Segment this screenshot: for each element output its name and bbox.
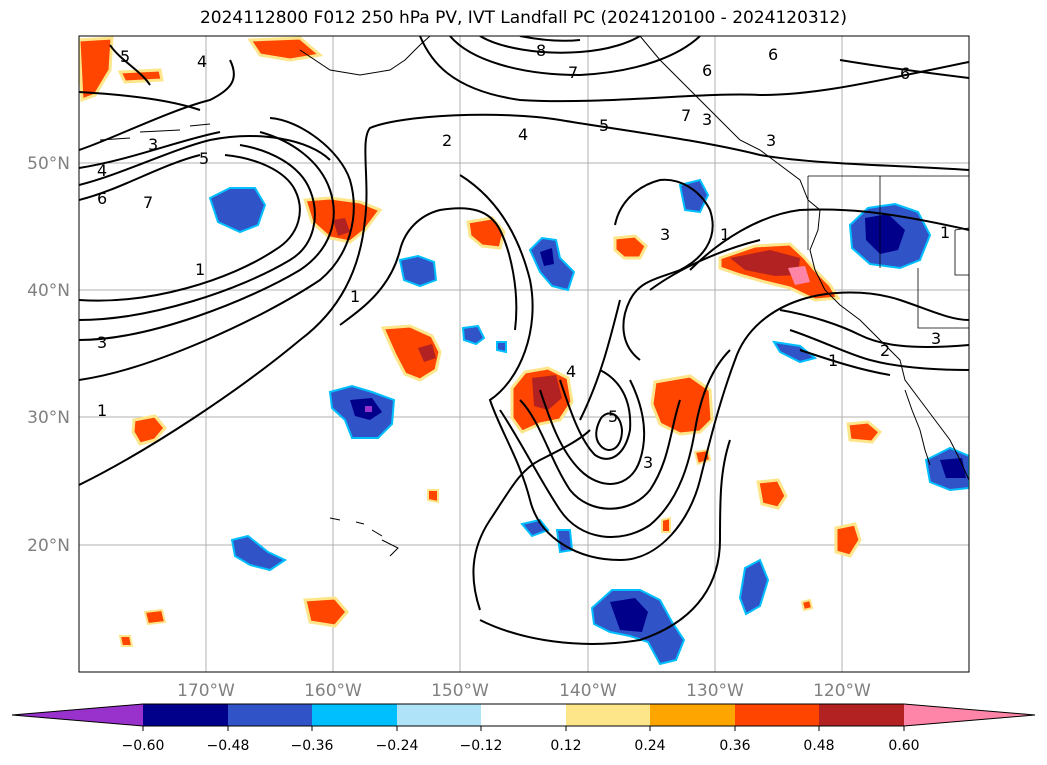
contour-label: 2 bbox=[880, 341, 890, 360]
colorbar-tick-label: 0.12 bbox=[550, 738, 581, 754]
contour-label: 1 bbox=[828, 351, 838, 370]
longitude-labels: 170°W 160°W 150°W 140°W 130°W 120°W bbox=[177, 681, 871, 701]
contour-label: 3 bbox=[643, 453, 653, 472]
colorbar-tick-label: −0.60 bbox=[122, 738, 165, 754]
colorbar-segment bbox=[397, 704, 481, 726]
colorbar-segment bbox=[566, 704, 650, 726]
contour-label: 4 bbox=[518, 125, 528, 144]
colorbar-segment bbox=[650, 704, 735, 726]
contour-label: 5 bbox=[199, 149, 209, 168]
negative-anomaly-regions bbox=[208, 178, 969, 666]
contour-label: 3 bbox=[660, 225, 670, 244]
contour-label: 5 bbox=[608, 407, 618, 426]
lon-label: 120°W bbox=[813, 681, 871, 701]
contour-labels: 5 4 3 4 6 7 5 2 4 5 7 6 8 7 6 3 1 3 1 1 … bbox=[97, 41, 950, 472]
contour-label: 1 bbox=[720, 225, 730, 244]
lon-label: 140°W bbox=[559, 681, 617, 701]
latitude-labels: 50°N 40°N 30°N 20°N bbox=[27, 154, 70, 556]
positive-anomaly-regions bbox=[79, 36, 883, 647]
lat-label: 40°N bbox=[27, 281, 70, 301]
colorbar-segment bbox=[481, 704, 566, 726]
contour-label: 2 bbox=[442, 131, 452, 150]
colorbar-segment bbox=[143, 704, 228, 726]
lon-label: 170°W bbox=[177, 681, 235, 701]
colorbar-min-extension bbox=[12, 704, 143, 726]
contour-label: 5 bbox=[599, 116, 609, 135]
contour-label: 7 bbox=[681, 106, 691, 125]
contour-label: 4 bbox=[197, 52, 207, 71]
colorbar-segment bbox=[312, 704, 397, 726]
lat-label: 20°N bbox=[27, 536, 70, 556]
colorbar-tick-label: 0.60 bbox=[888, 738, 919, 754]
map-title: 2024112800 F012 250 hPa PV, IVT Landfall… bbox=[199, 8, 847, 28]
gridlines bbox=[79, 36, 969, 672]
contour-label: 1 bbox=[350, 287, 360, 306]
contour-label: 6 bbox=[702, 61, 712, 80]
contour-label: 4 bbox=[566, 362, 576, 381]
contour-label: 5 bbox=[120, 47, 130, 66]
contour-label: 1 bbox=[195, 260, 205, 279]
contour-label: 1 bbox=[940, 223, 950, 242]
colorbar-tick-label: −0.48 bbox=[207, 738, 250, 754]
contour-label: 3 bbox=[702, 110, 712, 129]
colorbar-tick-label: −0.12 bbox=[460, 738, 503, 754]
lon-label: 160°W bbox=[304, 681, 362, 701]
colorbar-max-extension bbox=[904, 704, 1035, 726]
contour-label: 6 bbox=[768, 45, 778, 64]
contour-label: 6 bbox=[900, 64, 910, 83]
contour-label: 3 bbox=[97, 333, 107, 352]
contour-label: 7 bbox=[143, 193, 153, 212]
map-border bbox=[78, 35, 970, 673]
contour-label: 7 bbox=[568, 63, 578, 82]
colorbar-segment bbox=[735, 704, 819, 726]
contour-label: 3 bbox=[931, 329, 941, 348]
colorbar-tick-label: 0.48 bbox=[803, 738, 834, 754]
colorbar-tick-label: 0.24 bbox=[634, 738, 665, 754]
map-panel: 5 4 3 4 6 7 5 2 4 5 7 6 8 7 6 3 1 3 1 1 … bbox=[79, 36, 969, 672]
colorbar-tick-label: 0.36 bbox=[719, 738, 750, 754]
colorbar-tick-label: −0.24 bbox=[376, 738, 419, 754]
contour-label: 1 bbox=[97, 401, 107, 420]
contour-label: 4 bbox=[97, 161, 107, 180]
contour-label: 3 bbox=[148, 135, 158, 154]
lon-label: 130°W bbox=[686, 681, 744, 701]
colorbar-tick-label: −0.36 bbox=[291, 738, 334, 754]
coastlines bbox=[99, 36, 969, 557]
contour-label: 6 bbox=[97, 189, 107, 208]
colorbar: −0.60 −0.48 −0.36 −0.24 −0.12 0.12 0.24 … bbox=[11, 703, 1036, 754]
lat-label: 30°N bbox=[27, 408, 70, 428]
lon-label: 150°W bbox=[431, 681, 489, 701]
lat-label: 50°N bbox=[27, 154, 70, 174]
contour-label: 3 bbox=[766, 131, 776, 150]
contour-lines bbox=[79, 36, 969, 645]
contour-label: 8 bbox=[536, 41, 546, 60]
colorbar-segment bbox=[228, 704, 312, 726]
colorbar-segment bbox=[819, 704, 904, 726]
